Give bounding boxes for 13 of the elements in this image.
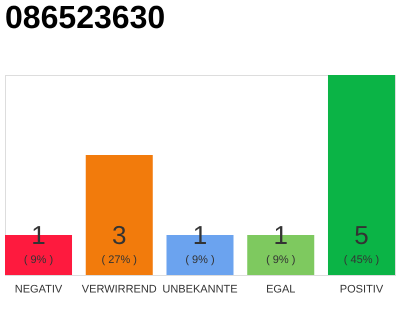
chart-title: 086523630: [5, 0, 166, 35]
annotation: ( 9% ): [185, 254, 215, 266]
x-tick-label: VERWIRREND: [82, 284, 157, 296]
data-label: 3: [112, 220, 126, 250]
annotation: ( 9% ): [24, 254, 54, 266]
x-tick-label: EGAL: [266, 284, 296, 296]
x-tick-label: POSITIV: [340, 284, 384, 296]
data-label: 5: [354, 220, 369, 250]
x-tick-label: UNBEKANNTE: [162, 284, 238, 296]
annotation: ( 27% ): [102, 254, 137, 266]
annotation: ( 9% ): [266, 254, 296, 266]
x-tick-label: NEGATIV: [14, 284, 63, 296]
annotation: ( 45% ): [344, 254, 380, 266]
